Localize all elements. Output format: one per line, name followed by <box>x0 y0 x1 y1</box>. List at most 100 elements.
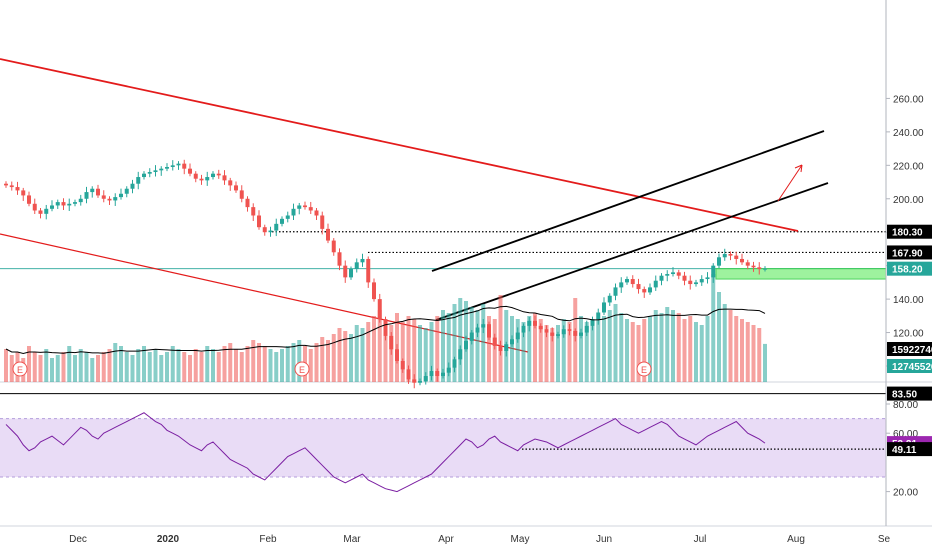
candle <box>165 166 169 169</box>
volume-bar <box>734 316 739 382</box>
price-tick-label: 120.00 <box>893 329 924 340</box>
volume-bar <box>147 352 152 382</box>
candle <box>136 177 141 184</box>
lower-trend-line <box>0 233 529 353</box>
candle <box>211 173 215 178</box>
volume-bar <box>211 349 215 382</box>
rsi-tick-label: 20.00 <box>893 488 918 499</box>
candle <box>113 197 118 201</box>
volume-bar <box>119 346 123 382</box>
volume-bar <box>27 346 31 382</box>
candle <box>188 168 192 174</box>
candle <box>636 284 641 290</box>
candle <box>96 188 100 196</box>
candle <box>682 275 687 281</box>
candle <box>619 282 624 288</box>
level-tag: 167.90 <box>892 248 923 259</box>
time-label: Jul <box>694 534 707 545</box>
candle <box>297 205 302 209</box>
candle <box>734 255 739 259</box>
volume-bar <box>354 325 359 382</box>
volume-bar <box>383 319 388 382</box>
volume-bar <box>130 355 135 382</box>
volume-bar <box>567 322 572 382</box>
candle <box>182 163 187 169</box>
volume-bar <box>274 352 279 382</box>
volume-bar <box>458 298 463 382</box>
candle <box>159 168 164 171</box>
earnings-marker <box>636 361 652 377</box>
candle <box>613 287 618 296</box>
volume-bar <box>314 343 319 382</box>
volume-bar <box>423 328 428 382</box>
candle <box>205 177 210 181</box>
volume-bar <box>234 349 238 382</box>
volume-bar <box>406 316 411 382</box>
volume-bar <box>78 349 83 382</box>
volume-bar <box>441 310 445 382</box>
volume-bar <box>326 340 330 382</box>
candle <box>107 198 112 201</box>
resistance-tag-bg <box>887 224 932 239</box>
support-zone <box>715 268 887 280</box>
volume-ma-line <box>5 305 766 355</box>
volume-bar <box>176 349 181 382</box>
candle <box>268 230 273 233</box>
candle <box>642 289 647 293</box>
volume-bar <box>492 319 497 382</box>
volume-bar <box>343 331 348 382</box>
volume-bar <box>521 322 526 382</box>
rsi-pane[interactable] <box>0 412 886 493</box>
volume-bar <box>395 313 399 382</box>
volume-bar <box>642 319 647 382</box>
volume-bar <box>751 325 756 382</box>
volume-bar <box>205 346 210 382</box>
candle <box>15 187 20 191</box>
earnings-marker-label: E <box>641 365 647 375</box>
candle <box>176 163 181 166</box>
volume-bar <box>602 316 606 382</box>
candle <box>130 183 135 189</box>
price-tick-label: 200.00 <box>893 195 924 206</box>
candle <box>251 207 256 216</box>
price-tick-label: 260.00 <box>893 94 924 105</box>
volume-bar <box>331 334 336 382</box>
candle <box>648 287 652 293</box>
volume-bar <box>550 328 555 382</box>
volume-bar <box>699 325 704 382</box>
volume-bar <box>55 355 60 382</box>
volume-bar <box>596 319 601 382</box>
volume-bar <box>705 316 710 382</box>
volume-bar <box>113 343 118 382</box>
candle <box>711 265 716 278</box>
candle <box>44 208 49 214</box>
support-tag: 83.50 <box>892 390 917 401</box>
volume-bar <box>216 352 221 382</box>
volume-bar <box>90 358 95 382</box>
volume-bar <box>418 325 422 382</box>
volume-bar <box>561 319 566 382</box>
earnings-marker <box>12 361 28 377</box>
volume-bar <box>498 295 503 382</box>
candle <box>124 188 129 194</box>
volume-bar <box>711 274 716 382</box>
earnings-marker-label: E <box>17 365 23 375</box>
volume-bar <box>262 346 267 382</box>
last-price-tag: 158.20 <box>892 265 923 276</box>
volume-bar <box>510 316 514 382</box>
candle <box>763 268 767 270</box>
volume-bar <box>308 349 313 382</box>
candle <box>751 265 756 268</box>
volume-bar <box>630 322 635 382</box>
volume-bar <box>625 319 629 382</box>
resistance-tag: 180.30 <box>892 228 923 239</box>
candle <box>740 258 744 263</box>
rsi-tick-label: 60.00 <box>893 429 918 440</box>
volume-bar <box>366 322 371 382</box>
volume-bar <box>159 355 164 382</box>
candle <box>262 227 267 233</box>
time-label: Aug <box>787 534 805 545</box>
candle <box>73 202 77 204</box>
